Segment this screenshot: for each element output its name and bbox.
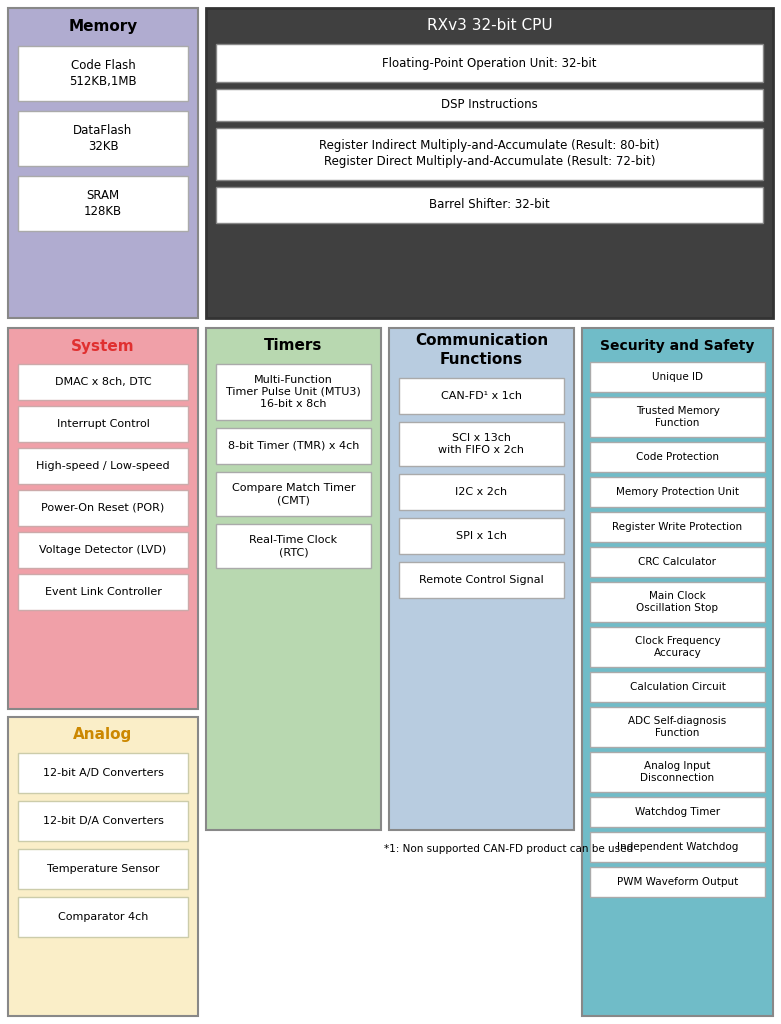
Bar <box>18 849 188 889</box>
Bar <box>590 627 765 667</box>
Text: Register Write Protection: Register Write Protection <box>612 522 743 532</box>
Bar <box>399 422 564 466</box>
Text: Analog: Analog <box>73 727 133 742</box>
Bar <box>590 831 765 862</box>
Bar <box>18 364 188 400</box>
Text: Code Protection: Code Protection <box>636 452 719 462</box>
Text: Floating-Point Operation Unit: 32-bit: Floating-Point Operation Unit: 32-bit <box>382 56 597 70</box>
Text: DMAC x 8ch, DTC: DMAC x 8ch, DTC <box>55 377 152 387</box>
Bar <box>399 518 564 554</box>
Bar <box>8 717 198 1016</box>
Text: Trusted Memory
Function: Trusted Memory Function <box>636 406 719 428</box>
Text: Register Indirect Multiply-and-Accumulate (Result: 80-bit)
Register Direct Multi: Register Indirect Multiply-and-Accumulat… <box>319 139 660 169</box>
Bar <box>590 672 765 702</box>
Bar <box>216 524 371 568</box>
Text: CAN-FD¹ x 1ch: CAN-FD¹ x 1ch <box>441 391 522 401</box>
Bar <box>590 707 765 746</box>
Bar <box>590 512 765 542</box>
Text: Clock Frequency
Accuracy: Clock Frequency Accuracy <box>635 636 720 658</box>
Bar <box>590 797 765 827</box>
Bar <box>18 111 188 166</box>
Bar <box>216 187 763 223</box>
Bar <box>18 449 188 484</box>
Text: SPI x 1ch: SPI x 1ch <box>456 531 507 541</box>
Bar <box>590 752 765 792</box>
Text: Barrel Shifter: 32-bit: Barrel Shifter: 32-bit <box>429 199 550 212</box>
Text: 12-bit A/D Converters: 12-bit A/D Converters <box>42 768 163 778</box>
Text: Voltage Detector (LVD): Voltage Detector (LVD) <box>39 545 166 555</box>
Bar <box>590 547 765 577</box>
Text: Unique ID: Unique ID <box>652 372 703 382</box>
Text: Main Clock
Oscillation Stop: Main Clock Oscillation Stop <box>637 591 719 613</box>
Bar <box>590 442 765 472</box>
Bar <box>18 406 188 442</box>
Text: Communication
Functions: Communication Functions <box>415 333 548 367</box>
Bar <box>590 477 765 507</box>
Bar <box>216 44 763 82</box>
Bar <box>216 364 371 420</box>
Text: Analog Input
Disconnection: Analog Input Disconnection <box>640 761 715 783</box>
Bar <box>18 574 188 610</box>
Text: SCI x 13ch
with FIFO x 2ch: SCI x 13ch with FIFO x 2ch <box>438 433 525 456</box>
Bar <box>18 801 188 841</box>
Text: 8-bit Timer (TMR) x 4ch: 8-bit Timer (TMR) x 4ch <box>228 441 359 451</box>
Bar <box>18 753 188 793</box>
Bar <box>18 46 188 101</box>
Text: Code Flash
512KB,1MB: Code Flash 512KB,1MB <box>70 59 137 88</box>
Bar <box>399 474 564 510</box>
Text: *1: Non supported CAN-FD product can be used: *1: Non supported CAN-FD product can be … <box>384 844 633 854</box>
Bar <box>399 562 564 598</box>
Bar <box>18 176 188 231</box>
Bar <box>590 397 765 437</box>
Bar <box>206 328 381 830</box>
Bar <box>590 582 765 622</box>
Text: DSP Instructions: DSP Instructions <box>441 98 538 112</box>
Text: Remote Control Signal: Remote Control Signal <box>419 575 544 585</box>
Text: RXv3 32-bit CPU: RXv3 32-bit CPU <box>426 18 552 34</box>
Text: Independent Watchdog: Independent Watchdog <box>617 842 738 852</box>
Text: Memory Protection Unit: Memory Protection Unit <box>616 487 739 497</box>
Bar <box>590 362 765 392</box>
Bar <box>18 532 188 568</box>
Text: Multi-Function
Timer Pulse Unit (MTU3)
16-bit x 8ch: Multi-Function Timer Pulse Unit (MTU3) 1… <box>226 375 361 410</box>
Bar <box>18 897 188 937</box>
Bar <box>8 8 198 318</box>
Bar <box>590 867 765 897</box>
Bar <box>206 8 773 318</box>
Text: Timers: Timers <box>264 339 323 353</box>
Bar <box>389 328 574 830</box>
Bar <box>216 472 371 516</box>
Bar <box>18 490 188 526</box>
Text: I2C x 2ch: I2C x 2ch <box>455 487 508 497</box>
Text: Watchdog Timer: Watchdog Timer <box>635 807 720 817</box>
Text: Compare Match Timer
(CMT): Compare Match Timer (CMT) <box>232 482 355 505</box>
Text: 12-bit D/A Converters: 12-bit D/A Converters <box>42 816 163 826</box>
Text: PWM Waveform Output: PWM Waveform Output <box>617 877 738 887</box>
Text: Calculation Circuit: Calculation Circuit <box>629 682 726 692</box>
Text: ADC Self-diagnosis
Function: ADC Self-diagnosis Function <box>629 716 726 738</box>
Text: Real-Time Clock
(RTC): Real-Time Clock (RTC) <box>249 535 337 557</box>
Text: SRAM
128KB: SRAM 128KB <box>84 189 122 218</box>
Text: Comparator 4ch: Comparator 4ch <box>58 912 148 922</box>
Bar <box>582 328 773 1016</box>
Text: System: System <box>71 339 135 353</box>
Text: Event Link Controller: Event Link Controller <box>45 587 162 597</box>
Text: Power-On Reset (POR): Power-On Reset (POR) <box>41 503 165 513</box>
Text: CRC Calculator: CRC Calculator <box>639 557 716 567</box>
Text: High-speed / Low-speed: High-speed / Low-speed <box>36 461 169 471</box>
Text: Memory: Memory <box>69 18 137 34</box>
Bar <box>216 89 763 121</box>
Bar <box>216 128 763 180</box>
Text: Interrupt Control: Interrupt Control <box>56 419 149 429</box>
Bar <box>399 378 564 414</box>
Text: Temperature Sensor: Temperature Sensor <box>47 864 159 874</box>
Text: DataFlash
32KB: DataFlash 32KB <box>73 124 133 153</box>
Bar <box>8 328 198 709</box>
Bar <box>216 428 371 464</box>
Text: Security and Safety: Security and Safety <box>601 339 754 353</box>
